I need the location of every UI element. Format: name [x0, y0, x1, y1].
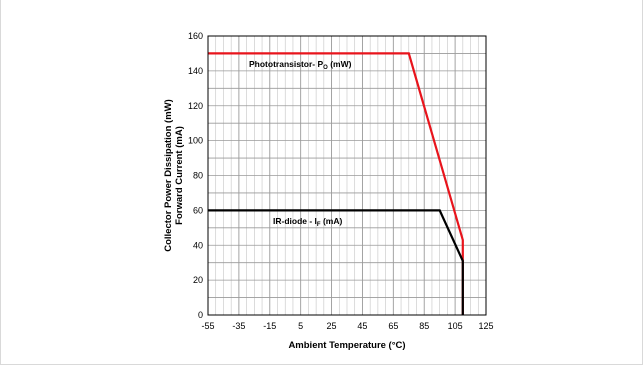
y-tick-label: 160 [188, 31, 203, 41]
y-axis-title-line-2: Forward Current (mA) [174, 126, 185, 225]
x-tick-label: -55 [201, 321, 214, 331]
x-axis-title: Ambient Temperature (°C) [288, 340, 405, 351]
x-tick-label: 25 [327, 321, 337, 331]
x-tick-label: -15 [263, 321, 276, 331]
series-label-phototransistor: Phototransistor- PO (mW) [249, 59, 352, 71]
series-label-phototransistor-subscript: O [323, 65, 328, 71]
y-tick-label: 40 [193, 240, 203, 250]
y-tick-label: 120 [188, 101, 203, 111]
y-axis-title-line-1: Collector Power Dissipation (mW) [163, 99, 174, 252]
y-tick-label: 140 [188, 66, 203, 76]
x-tick-label: 85 [419, 321, 429, 331]
x-tick-label: -35 [232, 321, 245, 331]
x-tick-label: 5 [298, 321, 303, 331]
tick-labels: -55 -35 -15 5 25 45 65 85 105 125 0 20 40 60 80 100 120 1… [188, 31, 494, 331]
x-tick-label: 65 [388, 321, 398, 331]
series-label-ir-diode-name: IR-diode - I [273, 216, 317, 226]
series-lines [208, 52, 464, 315]
series-label-phototransistor-name: Phototransistor- P [249, 59, 323, 69]
series-label-phototransistor-unit: (mW) [328, 59, 352, 69]
series-label-ir-diode-unit: (mA) [321, 216, 343, 226]
y-tick-label: 80 [193, 171, 203, 181]
series-line-ir-diode [208, 209, 464, 315]
plot-border [207, 35, 487, 316]
series-label-ir-diode-subscript: F [317, 222, 321, 228]
y-tick-label: 0 [198, 310, 203, 320]
y-tick-label: 20 [193, 275, 203, 285]
y-tick-label: 60 [193, 205, 203, 215]
series-label-ir-diode: IR-diode - IF (mA) [273, 216, 342, 228]
x-tick-label: 105 [448, 321, 463, 331]
x-tick-label: 45 [357, 321, 367, 331]
y-tick-label: 100 [188, 136, 203, 146]
x-tick-label: 125 [478, 321, 493, 331]
